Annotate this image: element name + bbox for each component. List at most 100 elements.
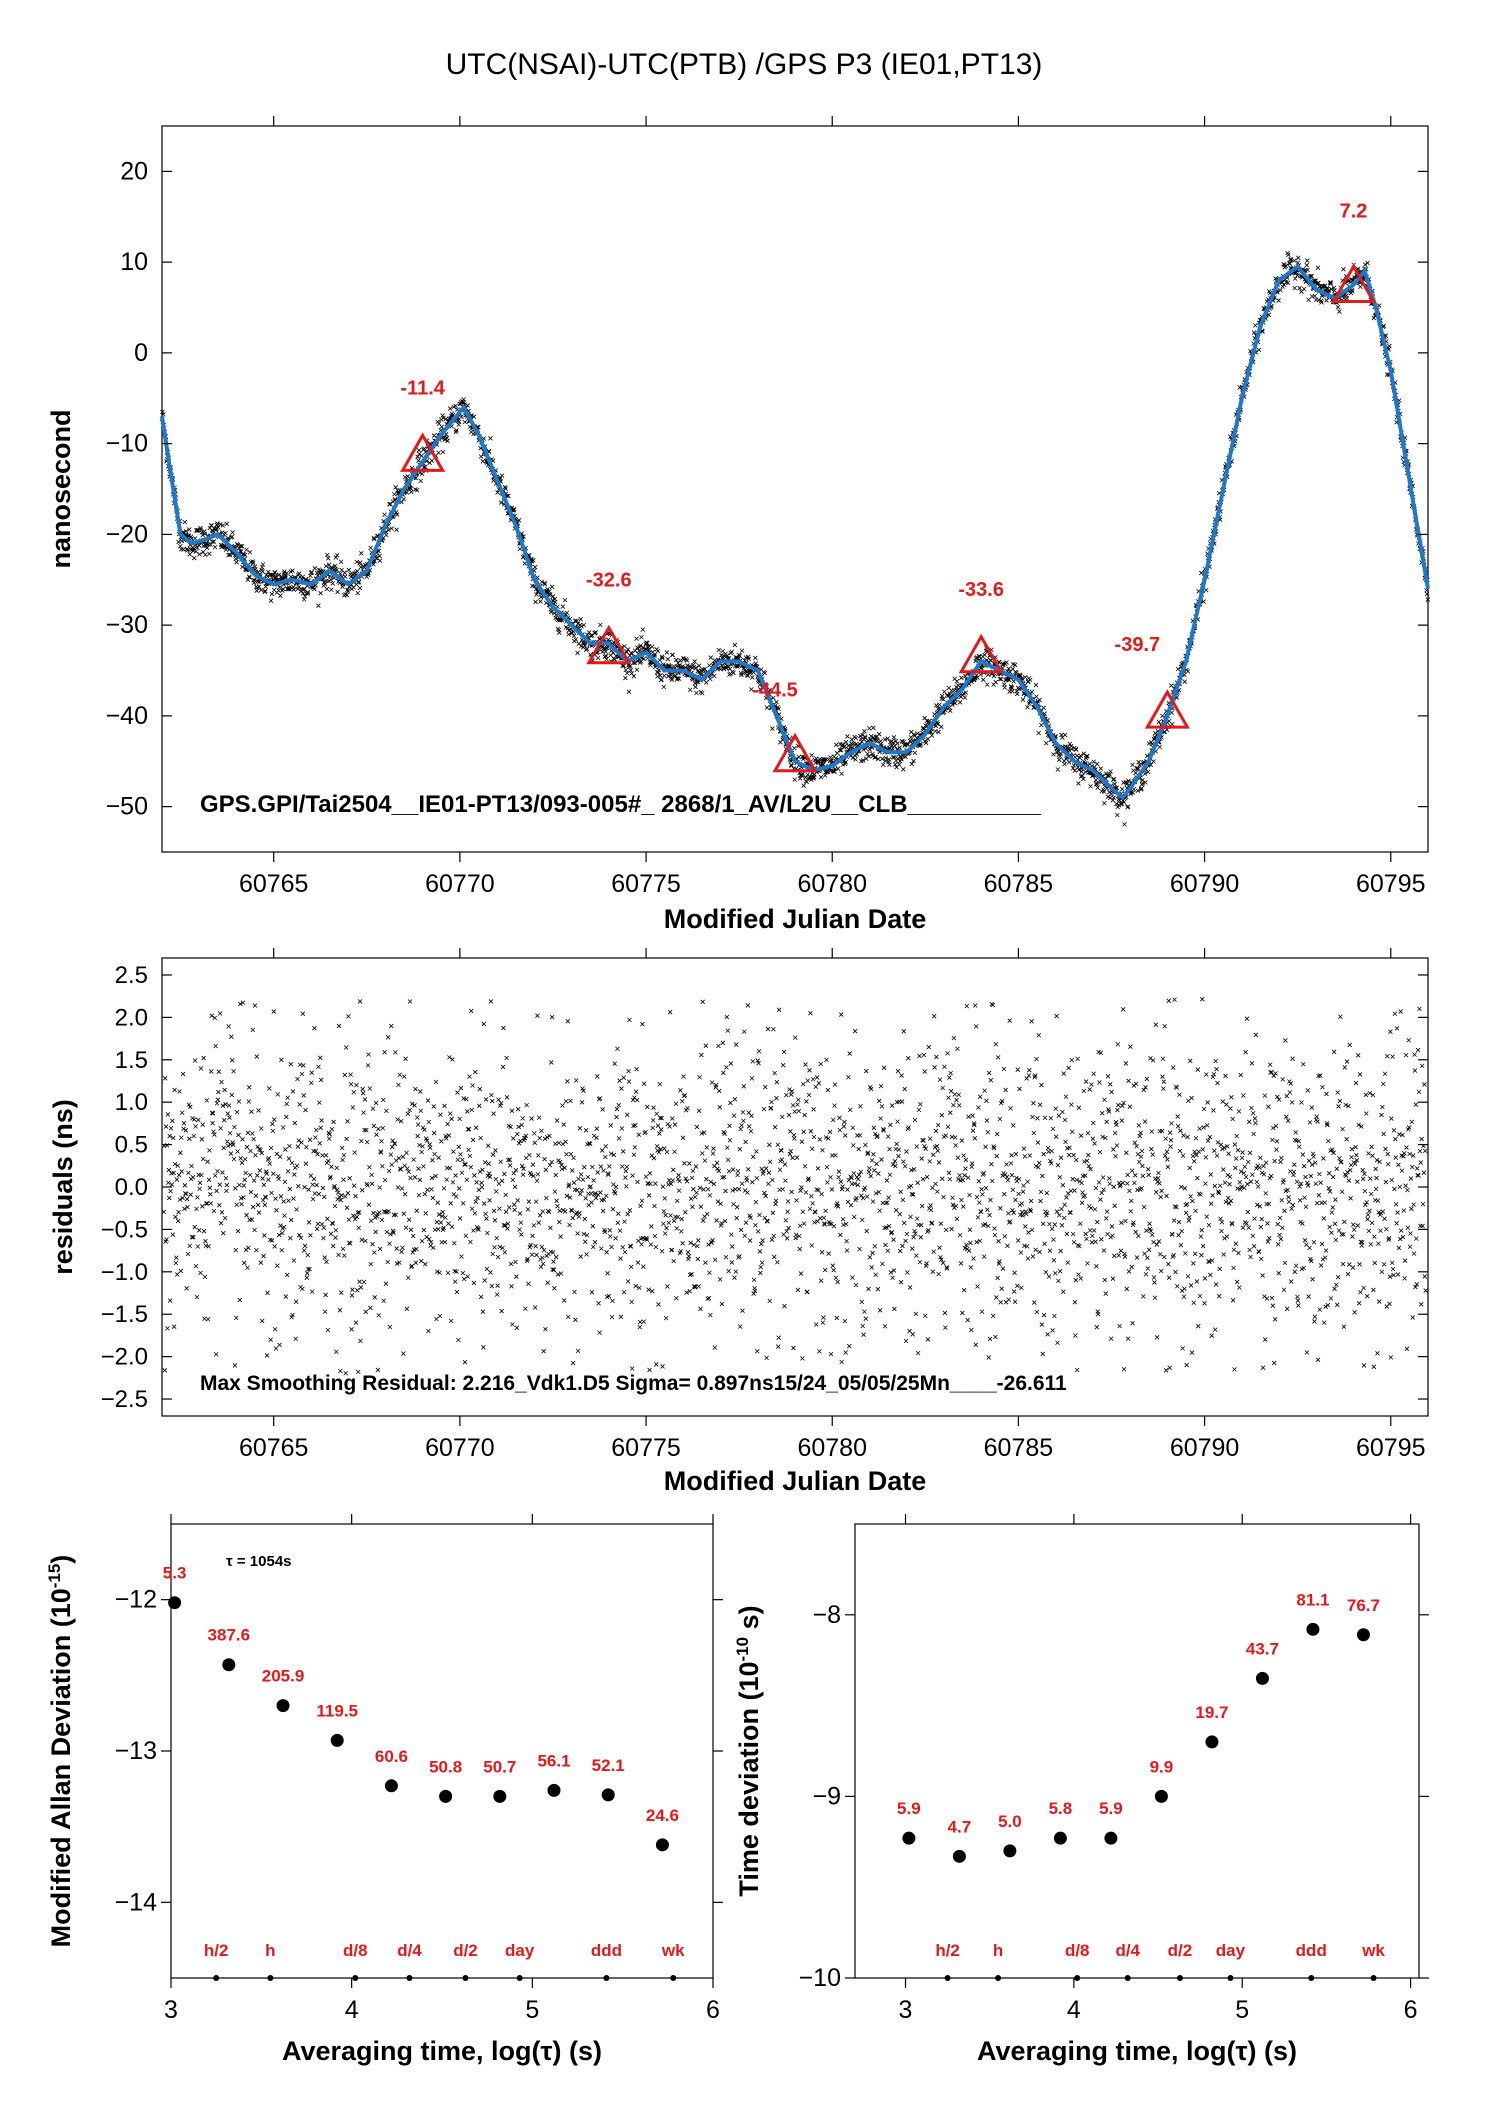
residual-point <box>955 1155 961 1160</box>
residual-point <box>934 1054 939 1060</box>
data-point <box>867 726 872 731</box>
residual-point <box>1090 1120 1096 1126</box>
data-point <box>623 667 629 673</box>
residual-point <box>926 1044 932 1050</box>
residual-point <box>200 1204 205 1209</box>
residual-point <box>481 1344 486 1350</box>
residual-point <box>295 1076 300 1082</box>
residual-point <box>1008 1106 1013 1111</box>
data-point <box>1020 697 1026 702</box>
data-point <box>377 558 383 563</box>
residual-point <box>1004 1174 1010 1180</box>
data-point <box>422 464 428 470</box>
data-point <box>702 666 708 672</box>
residual-point <box>233 1186 238 1191</box>
residual-point <box>329 1164 334 1169</box>
residual-point <box>799 1139 805 1144</box>
residual-point <box>494 1292 500 1297</box>
residual-point <box>537 1135 542 1141</box>
residual-point <box>883 1242 888 1248</box>
residual-point <box>863 1316 869 1321</box>
data-point <box>800 771 806 777</box>
residual-point <box>432 1151 437 1157</box>
residual-point <box>588 1191 594 1196</box>
residual-point <box>1028 1198 1034 1204</box>
data-point <box>211 539 217 544</box>
residual-point <box>176 1209 181 1215</box>
data-point <box>301 587 306 592</box>
data-point <box>262 588 268 594</box>
residual-point <box>826 1251 832 1256</box>
residual-point <box>422 1261 428 1267</box>
data-point <box>593 629 599 635</box>
residual-point <box>359 1138 364 1144</box>
residual-point <box>733 1269 739 1274</box>
residual-point <box>1053 1134 1059 1139</box>
residual-point <box>214 1188 219 1194</box>
residual-point <box>820 1320 826 1325</box>
residual-point <box>389 1023 394 1029</box>
residual-point <box>458 1085 464 1091</box>
residual-point <box>823 1208 828 1214</box>
residual-point <box>938 1221 944 1226</box>
residual-point <box>456 1144 462 1150</box>
data-point <box>392 491 397 497</box>
residual-point <box>1059 1223 1065 1228</box>
data-point <box>234 559 239 565</box>
residual-point <box>953 1143 958 1148</box>
residual-point <box>491 1208 497 1214</box>
residual-point <box>669 1247 675 1253</box>
residual-point <box>405 1111 411 1117</box>
residual-point <box>510 1177 516 1183</box>
residual-point <box>860 1195 866 1201</box>
residual-point <box>1097 1080 1102 1085</box>
residual-point <box>1031 1300 1037 1305</box>
data-point <box>220 523 226 528</box>
residual-point <box>282 1213 287 1218</box>
residual-point <box>728 1061 734 1066</box>
residual-point <box>351 1089 357 1095</box>
residual-point <box>1025 1179 1030 1184</box>
residual-point <box>384 1229 390 1235</box>
data-point <box>312 586 317 592</box>
residual-point <box>750 1154 756 1160</box>
data-point <box>480 459 486 464</box>
data-point <box>897 758 903 764</box>
residual-point <box>235 1149 240 1154</box>
residual-point <box>1010 1187 1016 1193</box>
residual-point <box>165 1112 171 1117</box>
residual-point <box>163 1124 169 1129</box>
residual-point <box>771 1254 777 1260</box>
residual-point <box>194 1206 199 1212</box>
residual-point <box>492 1245 497 1250</box>
residual-point <box>1002 1234 1008 1239</box>
residual-point <box>912 1117 918 1123</box>
data-point <box>1062 732 1068 738</box>
residual-point <box>615 1046 620 1052</box>
residual-point <box>306 1187 311 1192</box>
residual-point <box>728 1100 733 1106</box>
data-point <box>670 652 676 658</box>
residual-point <box>615 1211 621 1216</box>
residual-point <box>582 1164 587 1170</box>
residual-point <box>389 1144 395 1150</box>
residual-point <box>672 1149 677 1155</box>
residual-point <box>511 1202 517 1208</box>
data-point <box>1292 276 1298 281</box>
residual-point <box>185 1251 191 1257</box>
time-series-annotation: GPS.GPI/Tai2504__IE01-PT13/093-005#_ 286… <box>200 791 1042 818</box>
data-point <box>305 589 310 595</box>
residual-point <box>722 1131 727 1137</box>
residual-point <box>558 1271 564 1276</box>
data-point <box>925 736 931 742</box>
residual-point <box>464 1177 470 1183</box>
data-point <box>272 570 278 575</box>
residual-point <box>819 1191 824 1197</box>
residual-point <box>770 1177 775 1183</box>
residual-point <box>725 1145 730 1150</box>
residual-point <box>238 1156 243 1161</box>
residual-point <box>206 1177 212 1183</box>
residual-point <box>982 1088 987 1093</box>
data-point <box>556 630 562 635</box>
residual-point <box>677 1178 682 1184</box>
